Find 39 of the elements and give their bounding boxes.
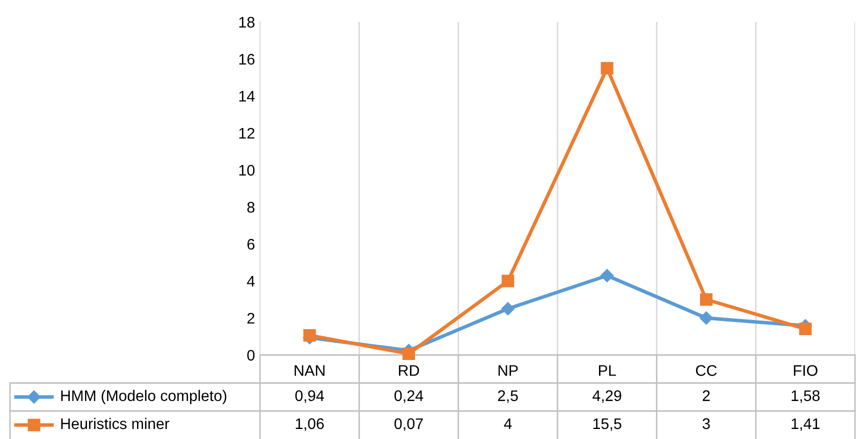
point — [700, 293, 712, 306]
y-tick-label: 16 — [239, 54, 254, 65]
data-label: 4 — [504, 418, 512, 429]
y-tick-label: 18 — [239, 16, 254, 28]
point — [700, 311, 713, 325]
y-tick-label: 8 — [247, 202, 254, 213]
y-tick-label: 10 — [239, 164, 255, 176]
point — [501, 302, 515, 316]
x-tick-label: NAN — [294, 365, 324, 376]
point — [600, 269, 614, 282]
y-tick-label: 6 — [247, 238, 254, 250]
x-tick-label: PL — [598, 365, 616, 376]
y-tick-label: 14 — [239, 91, 255, 102]
data-label: 0,24 — [394, 390, 424, 403]
point — [799, 322, 812, 336]
data-label: 0,07 — [394, 418, 423, 431]
y-tick-label: 2 — [247, 312, 254, 324]
data-label: 3 — [702, 418, 710, 430]
data-label: 2,5 — [498, 390, 518, 403]
point — [600, 62, 614, 74]
y-tick-label: 4 — [246, 276, 255, 287]
x-tick-label: FIO — [794, 365, 818, 376]
data-label: 0,94 — [295, 390, 324, 403]
point — [402, 347, 415, 360]
x-tick-label: NP — [498, 365, 518, 376]
legend-label: HMM (Modelo completo) — [61, 390, 226, 404]
data-label: 4,29 — [592, 390, 622, 403]
point — [502, 274, 514, 288]
data-label: 1,41 — [792, 418, 820, 431]
x-tick-label: CC — [696, 365, 717, 376]
data-label: 2 — [702, 390, 710, 401]
data-label: 1,06 — [296, 418, 324, 431]
x-tick-label: RD — [398, 365, 420, 376]
y-tick-label: 0 — [247, 350, 255, 361]
data-label: 1,58 — [792, 390, 820, 403]
y-tick-label: 12 — [239, 128, 254, 139]
legend-label: Heuristics miner — [61, 418, 170, 430]
data-label: 15,5 — [593, 418, 622, 431]
point — [303, 329, 316, 342]
